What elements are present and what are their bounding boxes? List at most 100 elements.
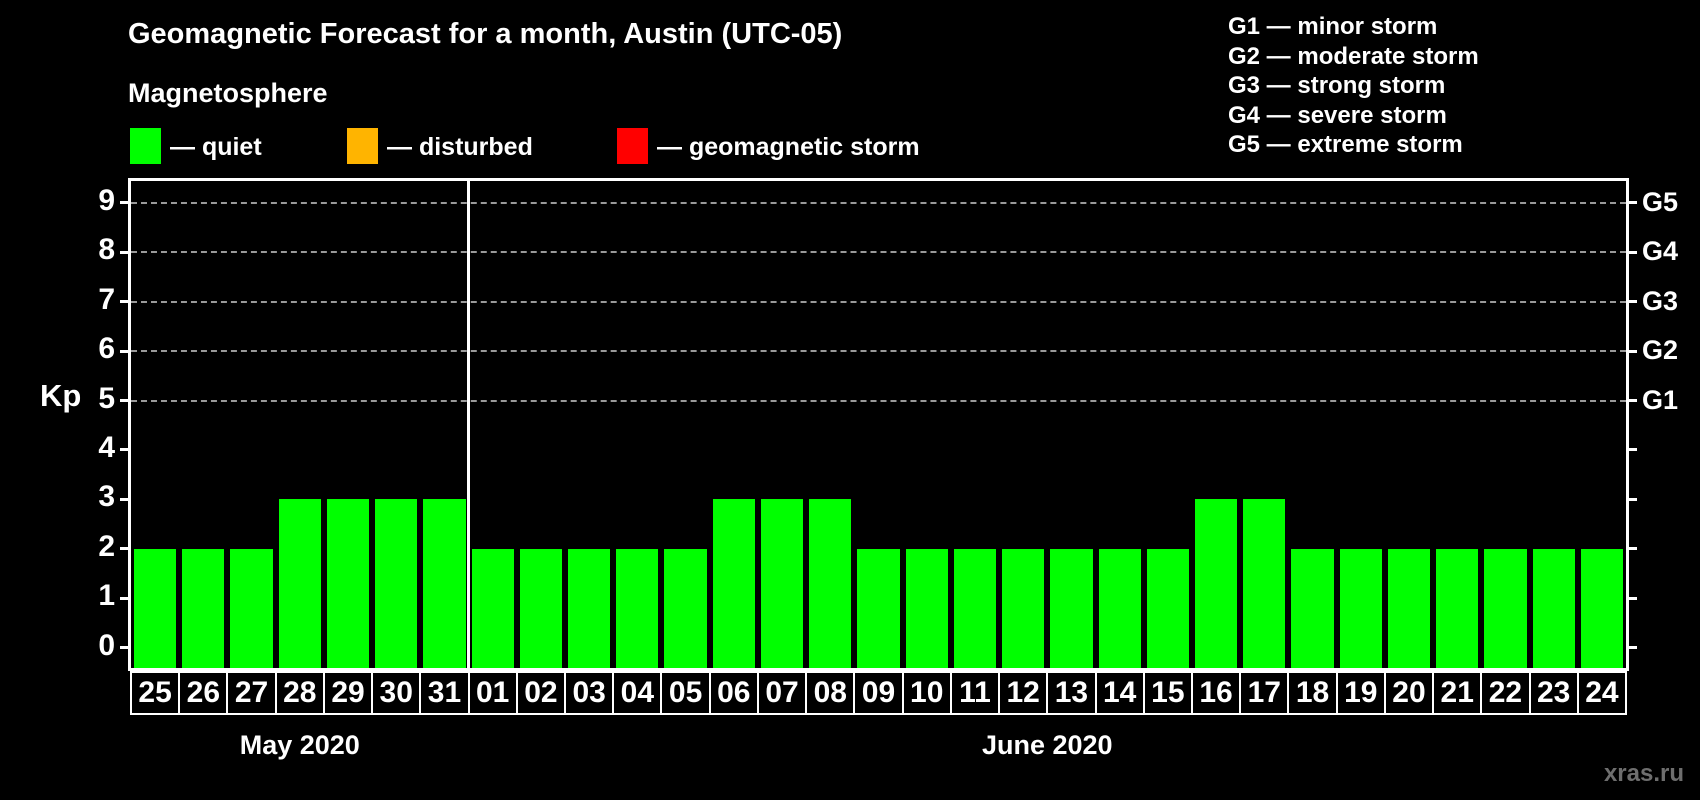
storm-scale-line: G5 — extreme storm: [1228, 131, 1463, 158]
y-axis-tick-right: [1626, 646, 1637, 649]
date-cell: 25: [130, 671, 181, 715]
kp-bar: [1098, 548, 1141, 668]
disturbed-swatch-icon: [347, 128, 378, 164]
storm-scale-line: G2 — moderate storm: [1228, 42, 1479, 70]
kp-bar: [664, 548, 707, 668]
y-axis-tick-right: [1626, 497, 1637, 501]
g-scale-label: G5: [1642, 186, 1679, 217]
kp-bar: [1387, 548, 1431, 668]
kp-bar: [809, 499, 852, 668]
storm-legend-label: — geomagnetic storm: [657, 133, 920, 161]
y-axis-tick: [120, 399, 131, 402]
date-cell: 10: [901, 671, 952, 715]
date-cell: 27: [226, 671, 277, 715]
y-axis-title: Kp: [40, 378, 82, 413]
date-cell: 07: [756, 671, 808, 715]
disturbed-legend-label: — disturbed: [387, 133, 533, 161]
kp-bar: [905, 548, 948, 668]
kp-bar: [326, 499, 370, 668]
storm-swatch-icon: [617, 128, 648, 164]
kp-bar: [230, 548, 273, 668]
kp-bar: [1002, 548, 1045, 668]
date-cell: 05: [660, 671, 711, 715]
kp-bar: [423, 499, 466, 668]
month-label: May 2020: [239, 730, 360, 760]
g-scale-label: G1: [1642, 384, 1679, 415]
date-cell: 12: [998, 671, 1049, 715]
kp-bar: [182, 548, 225, 668]
kp-bar: [1194, 499, 1238, 668]
y-axis-tick: [120, 201, 131, 205]
date-cell: 13: [1046, 671, 1097, 715]
gridline-kp6: [131, 350, 1626, 353]
kp-bar: [953, 548, 997, 668]
page-title: Geomagnetic Forecast for a month, Austin…: [128, 18, 843, 50]
date-cell: 24: [1576, 671, 1627, 715]
gridline-kp8: [131, 251, 1626, 254]
date-cell: 01: [467, 671, 518, 715]
y-axis-tick-right: [1626, 300, 1637, 304]
kp-bar: [134, 548, 177, 668]
date-cell: 11: [949, 671, 1001, 715]
kp-bar: [1580, 548, 1623, 668]
storm-scale-legend: G1 — minor storm G2 — moderate storm G3 — …: [1228, 12, 1479, 160]
gridline-kp7: [131, 300, 1626, 303]
quiet-swatch-icon: [130, 128, 161, 164]
quiet-legend-label: — quiet: [170, 133, 262, 161]
g-scale-label: G2: [1642, 335, 1679, 366]
y-axis-tick-right: [1626, 250, 1637, 254]
y-axis-tick-right: [1626, 201, 1637, 205]
y-axis-tick-label: 8: [98, 233, 115, 267]
date-cell: 30: [371, 671, 422, 715]
y-axis-tick-label: 3: [98, 480, 115, 514]
date-cell: 28: [274, 671, 325, 715]
y-axis-tick-label: 2: [98, 529, 115, 563]
date-cell: 06: [708, 671, 759, 715]
y-axis-tick-label: 0: [98, 628, 115, 662]
kp-bar: [1532, 548, 1575, 668]
y-axis-tick: [120, 250, 131, 254]
kp-bar: [1050, 548, 1093, 668]
y-axis-tick-right: [1626, 448, 1637, 452]
y-axis-tick: [120, 300, 131, 304]
kp-bar: [568, 548, 611, 668]
y-axis-tick-label: 9: [98, 183, 115, 217]
y-axis-tick: [120, 646, 131, 649]
watermark: xras.ru: [1603, 760, 1684, 787]
date-cell: 18: [1287, 671, 1338, 715]
date-cell: 26: [178, 671, 229, 715]
kp-bar: [1484, 548, 1527, 668]
date-cell: 29: [322, 671, 374, 715]
storm-scale-line: G1 — minor storm: [1228, 13, 1438, 40]
kp-bar: [375, 499, 418, 668]
date-cell: 03: [564, 671, 615, 715]
kp-bar: [616, 548, 659, 668]
y-axis-tick-label: 7: [98, 282, 115, 316]
y-axis-tick: [120, 547, 131, 551]
date-cell: 02: [515, 671, 567, 715]
date-cell: 20: [1383, 671, 1435, 715]
y-axis-tick-right: [1626, 399, 1637, 402]
kp-bar: [712, 499, 755, 668]
kp-bar: [1339, 548, 1382, 668]
date-cell: 19: [1335, 671, 1386, 715]
date-cell: 21: [1432, 671, 1483, 715]
kp-bar: [1243, 499, 1286, 668]
y-axis-tick-label: 4: [98, 430, 115, 464]
date-cell: 14: [1094, 671, 1145, 715]
kp-bar: [760, 499, 804, 668]
date-cell: 04: [612, 671, 663, 715]
kp-bar: [857, 548, 900, 668]
y-axis-tick-right: [1626, 547, 1637, 551]
month-label: June 2020: [981, 730, 1113, 760]
month-divider-line: [467, 181, 471, 668]
kp-bar: [1146, 548, 1189, 668]
date-cell: 09: [853, 671, 904, 715]
kp-bar: [1436, 548, 1479, 668]
date-cell: 22: [1480, 671, 1531, 715]
gridline-kp9: [131, 201, 1626, 204]
y-axis-tick-label: 6: [98, 332, 115, 366]
y-axis-tick-label: 5: [98, 381, 115, 415]
date-cell: 23: [1528, 671, 1579, 715]
